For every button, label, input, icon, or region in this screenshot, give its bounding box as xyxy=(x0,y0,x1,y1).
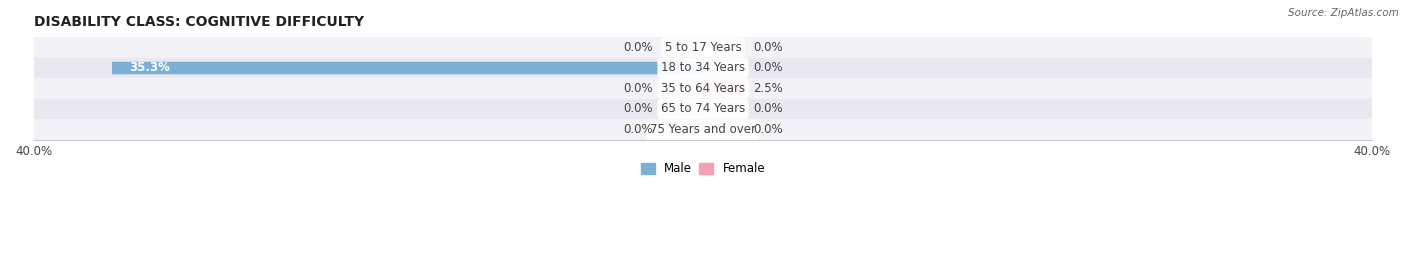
Legend: Male, Female: Male, Female xyxy=(636,158,770,180)
Bar xyxy=(34,58,1372,78)
Text: 0.0%: 0.0% xyxy=(623,102,652,115)
Bar xyxy=(34,78,1372,99)
Bar xyxy=(112,61,703,75)
Bar xyxy=(661,122,703,137)
Text: 0.0%: 0.0% xyxy=(754,102,783,115)
Text: 2.5%: 2.5% xyxy=(754,82,783,95)
Bar xyxy=(661,40,703,55)
Text: Source: ZipAtlas.com: Source: ZipAtlas.com xyxy=(1288,8,1399,18)
Bar xyxy=(703,61,745,75)
Text: 0.0%: 0.0% xyxy=(754,61,783,75)
Bar xyxy=(703,81,745,96)
Text: 65 to 74 Years: 65 to 74 Years xyxy=(661,102,745,115)
Text: 35 to 64 Years: 35 to 64 Years xyxy=(661,82,745,95)
Text: 18 to 34 Years: 18 to 34 Years xyxy=(661,61,745,75)
Text: 0.0%: 0.0% xyxy=(623,41,652,54)
Text: 75 Years and over: 75 Years and over xyxy=(650,123,756,136)
Bar xyxy=(703,122,745,137)
Text: 0.0%: 0.0% xyxy=(754,41,783,54)
Bar xyxy=(661,102,703,116)
Text: 0.0%: 0.0% xyxy=(754,123,783,136)
Text: 35.3%: 35.3% xyxy=(129,61,170,75)
Text: DISABILITY CLASS: COGNITIVE DIFFICULTY: DISABILITY CLASS: COGNITIVE DIFFICULTY xyxy=(34,15,364,29)
Bar xyxy=(703,83,745,94)
Bar xyxy=(34,119,1372,140)
Bar xyxy=(703,40,745,55)
Text: 5 to 17 Years: 5 to 17 Years xyxy=(665,41,741,54)
Text: 0.0%: 0.0% xyxy=(623,123,652,136)
Bar xyxy=(661,81,703,96)
Bar xyxy=(703,102,745,116)
Bar xyxy=(34,37,1372,58)
Bar xyxy=(34,99,1372,119)
Text: 0.0%: 0.0% xyxy=(623,82,652,95)
Bar xyxy=(112,62,703,74)
